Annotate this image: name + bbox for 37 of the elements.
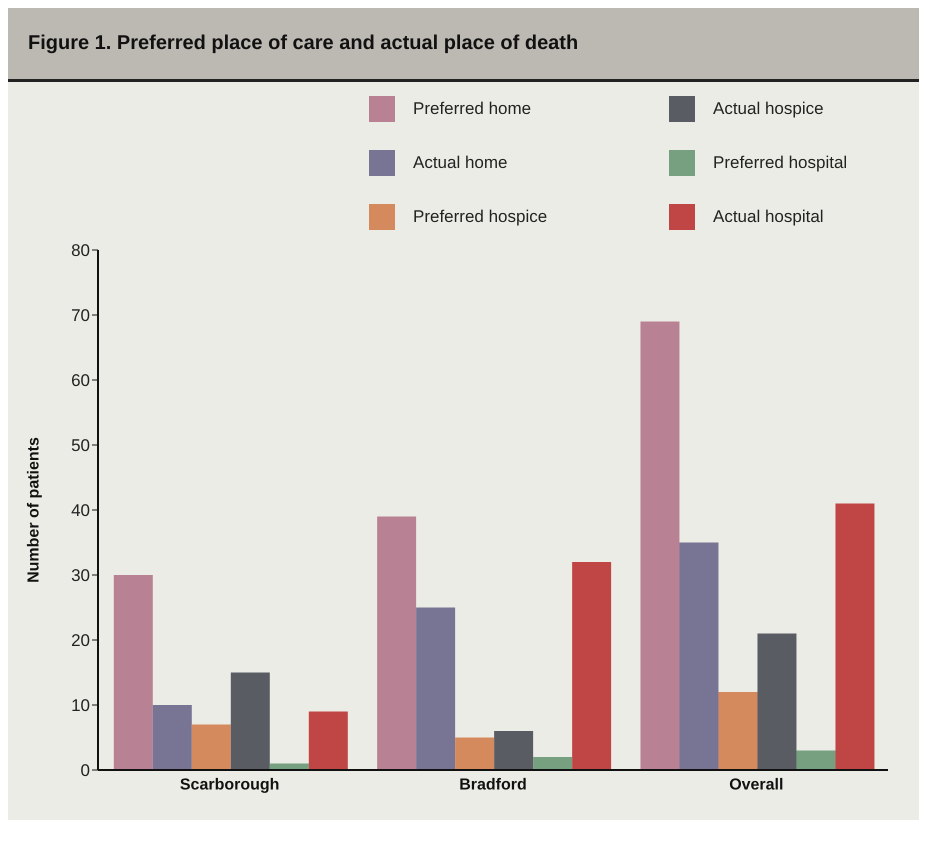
bar <box>377 516 416 770</box>
bar <box>572 562 612 770</box>
y-axis-title: Number of patients <box>26 437 43 583</box>
bar <box>308 712 348 770</box>
bar <box>796 750 836 770</box>
y-tick-label: 30 <box>71 566 90 586</box>
x-tick-label: Scarborough <box>180 776 280 794</box>
x-tick-label: Overall <box>729 776 784 794</box>
bar <box>533 757 572 770</box>
bar <box>455 738 494 770</box>
chart-title: Figure 1. Preferred place of care and actual place of death <box>8 8 919 82</box>
bar <box>757 634 796 770</box>
bar <box>835 504 874 770</box>
bar <box>679 542 718 770</box>
bar <box>230 672 270 770</box>
y-tick-label: 60 <box>71 371 90 390</box>
legend-label: Actual hospital <box>713 207 824 227</box>
bar <box>416 608 456 770</box>
bar <box>152 705 192 770</box>
y-tick-label: 40 <box>71 501 90 520</box>
legend-label: Preferred hospice <box>413 207 548 227</box>
legend-label: Actual hospice <box>713 99 824 119</box>
y-tick-label: 70 <box>71 306 90 326</box>
y-tick-label: 80 <box>71 241 90 260</box>
bar <box>192 724 231 770</box>
bar <box>114 575 153 770</box>
bar <box>718 692 758 770</box>
y-tick-label: 10 <box>71 696 90 716</box>
bar <box>640 322 680 770</box>
y-tick-label: 0 <box>80 761 90 780</box>
x-tick-label: Bradford <box>459 776 527 794</box>
legend-label: Preferred home <box>413 99 532 119</box>
legend-label: Actual home <box>413 153 508 173</box>
legend-label: Preferred hospital <box>713 153 848 173</box>
bar <box>494 731 534 770</box>
y-tick-label: 50 <box>71 436 90 456</box>
y-tick-label: 20 <box>71 631 90 650</box>
